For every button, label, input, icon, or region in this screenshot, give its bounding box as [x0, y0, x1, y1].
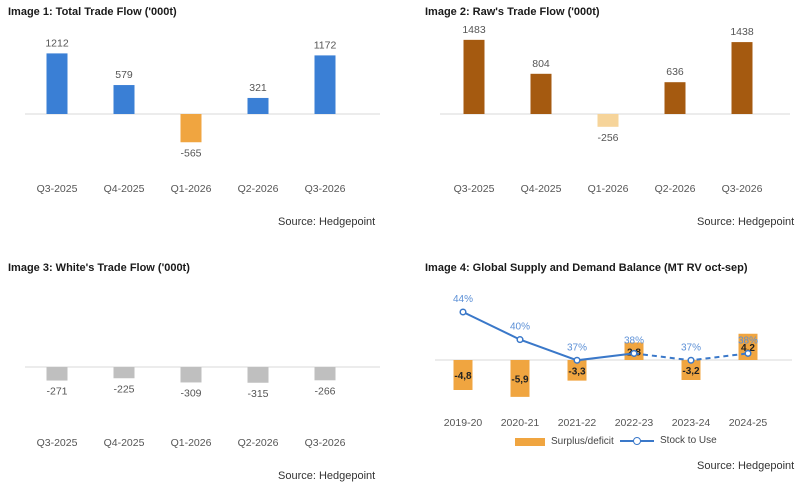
- chart-source: Source: Hedgepoint: [697, 460, 795, 472]
- data-label: -266: [314, 385, 335, 397]
- x-tick-label: 2024-25: [729, 417, 768, 429]
- bar: [113, 367, 135, 379]
- chart-source: Source: Hedgepoint: [697, 216, 795, 228]
- data-label: -565: [180, 147, 201, 159]
- x-tick-label: Q3-2026: [305, 183, 346, 195]
- x-tick-label: Q4-2025: [521, 183, 562, 195]
- data-label: -256: [597, 132, 618, 144]
- line-data-label: 37%: [567, 342, 587, 353]
- bar: [731, 42, 753, 114]
- bar: [46, 367, 68, 381]
- x-tick-label: Q4-2025: [104, 437, 145, 449]
- bar: [463, 39, 485, 114]
- line-data-label: 44%: [453, 294, 473, 305]
- bar: [180, 114, 202, 143]
- data-label: -315: [247, 388, 268, 400]
- x-tick-label: 2022-23: [615, 417, 654, 429]
- legend-swatch-line: [620, 436, 654, 446]
- chart-title: Image 4: Global Supply and Demand Balanc…: [425, 262, 748, 274]
- legend-label: Surplus/deficit: [551, 436, 614, 447]
- bar: [664, 82, 686, 114]
- bar: [597, 114, 619, 127]
- x-tick-label: Q1-2026: [588, 183, 629, 195]
- line-data-label: 38%: [624, 335, 644, 346]
- line-point: [459, 308, 467, 316]
- x-tick-label: 2020-21: [501, 417, 540, 429]
- data-label: 1483: [462, 24, 486, 36]
- line-point: [573, 356, 581, 364]
- data-label: 804: [532, 58, 550, 70]
- data-label: -3,2: [682, 366, 700, 377]
- data-label: -3,3: [568, 366, 586, 377]
- data-label: -271: [46, 386, 67, 398]
- bar: [510, 360, 530, 397]
- data-label: 1438: [730, 26, 754, 38]
- x-tick-label: Q2-2026: [238, 183, 279, 195]
- bar: [247, 367, 269, 383]
- data-label: 1212: [45, 37, 69, 49]
- bar: [567, 360, 587, 381]
- x-tick-label: Q1-2026: [171, 183, 212, 195]
- x-tick-label: Q2-2026: [238, 437, 279, 449]
- chart-plot: -271 Q3-2025 -225 Q4-2025 -309 Q1-2026 -315 Q2-…: [25, 366, 380, 449]
- bar: [180, 367, 202, 383]
- legend-surplus: Surplus/deficit: [515, 436, 614, 447]
- legend-label: Stock to Use: [660, 435, 717, 446]
- line-point: [630, 349, 638, 357]
- x-tick-label: 2019-20: [444, 417, 483, 429]
- x-tick-label: Q3-2025: [37, 183, 78, 195]
- data-label: 579: [115, 69, 133, 81]
- stock-to-use-line: [462, 311, 635, 362]
- bar: [453, 360, 473, 390]
- bar: [46, 53, 68, 114]
- chart-plot: 1212 Q3-2025 579 Q4-2025 -565 Q1-2026 321 Q2-20…: [25, 37, 380, 195]
- chart-source: Source: Hedgepoint: [278, 470, 376, 482]
- bar: [113, 85, 135, 114]
- x-tick-label: Q4-2025: [104, 183, 145, 195]
- data-label: -5,9: [511, 374, 529, 385]
- chart-title: Image 1: Total Trade Flow ('000t): [8, 6, 177, 18]
- chart-source: Source: Hedgepoint: [278, 216, 376, 228]
- line-data-label: 38%: [738, 335, 758, 346]
- x-tick-label: Q3-2025: [37, 437, 78, 449]
- x-tick-label: Q1-2026: [171, 437, 212, 449]
- legend-stock-to-use: Stock to Use: [620, 435, 717, 446]
- data-label: 321: [249, 82, 267, 94]
- data-label: 4,2: [741, 343, 755, 354]
- line-point: [744, 349, 752, 357]
- chart-plot: 1483 Q3-2025 804 Q4-2025 -256 Q1-2026 636 Q2-20…: [440, 24, 790, 195]
- data-label: 636: [666, 66, 684, 78]
- line-data-label: 37%: [681, 342, 701, 353]
- legend-swatch-bar: [515, 437, 545, 446]
- bar: [314, 367, 336, 381]
- x-tick-label: 2023-24: [672, 417, 711, 429]
- x-tick-label: Q3-2026: [722, 183, 763, 195]
- x-tick-label: Q2-2026: [655, 183, 696, 195]
- data-label: 1172: [314, 39, 337, 51]
- line-point: [516, 336, 524, 344]
- bar: [530, 73, 552, 114]
- x-tick-label: Q3-2025: [454, 183, 495, 195]
- bar: [314, 55, 336, 114]
- line-data-label: 40%: [510, 322, 530, 333]
- bar: [681, 360, 701, 380]
- data-label: -225: [113, 383, 134, 395]
- line-point: [687, 356, 695, 364]
- bar: [247, 97, 269, 114]
- x-tick-label: 2021-22: [558, 417, 597, 429]
- data-label: -4,8: [454, 371, 472, 382]
- data-label: -309: [180, 387, 201, 399]
- chart-title: Image 3: White's Trade Flow ('000t): [8, 262, 190, 274]
- x-tick-label: Q3-2026: [305, 437, 346, 449]
- chart-title: Image 2: Raw's Trade Flow ('000t): [425, 6, 600, 18]
